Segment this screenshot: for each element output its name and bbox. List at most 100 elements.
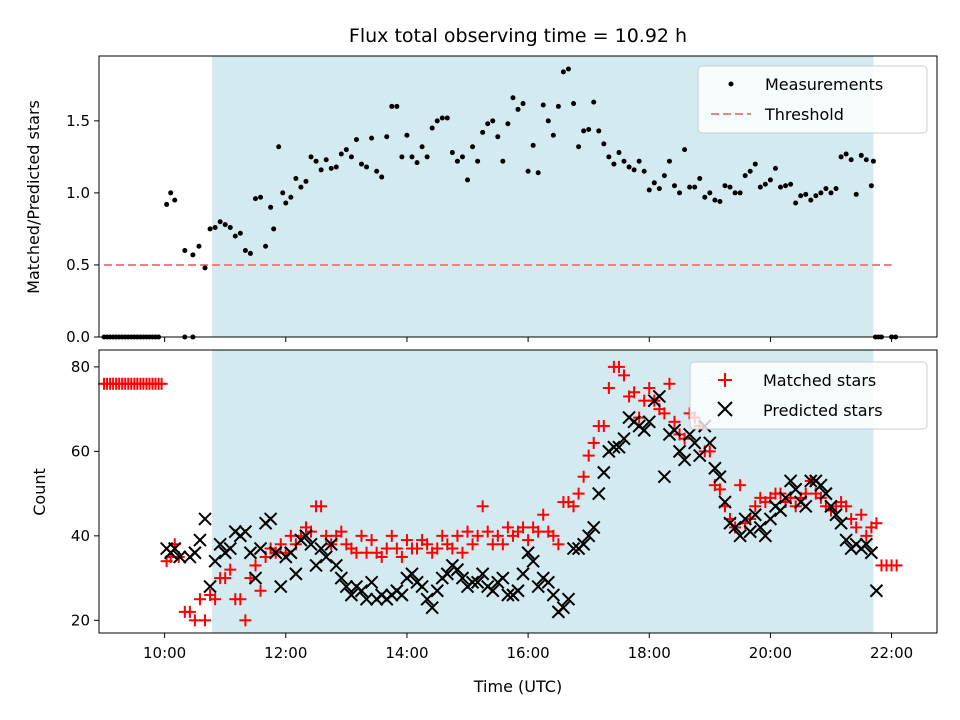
measurement-point <box>389 103 395 109</box>
measurement-point <box>280 190 286 196</box>
predicted-star-point <box>173 550 187 564</box>
matched-star-point <box>188 614 201 627</box>
measurement-point <box>596 128 602 134</box>
matched-star-point <box>840 500 853 513</box>
matched-star-point <box>890 559 903 572</box>
matched-star-point <box>355 529 368 542</box>
measurement-point <box>727 184 733 190</box>
top-legend-box <box>697 65 928 134</box>
x-tick-label: 10:00 <box>143 644 186 662</box>
matched-star-point <box>486 538 499 551</box>
matched-star-point <box>658 407 671 420</box>
x-tick-label: 14:00 <box>385 644 428 662</box>
measurement-point <box>767 177 773 183</box>
measurement-point <box>490 118 496 124</box>
predicted-star-point <box>824 499 838 513</box>
matched-star-point <box>602 382 615 395</box>
matched-star-point <box>431 542 444 555</box>
predicted-star-point <box>198 512 212 526</box>
predicted-star-point <box>743 524 757 539</box>
matched-star-point <box>183 605 196 618</box>
predicted-star-point <box>223 541 237 556</box>
matched-star-point <box>451 529 464 542</box>
measurement-point <box>611 161 617 167</box>
matched-star-point <box>219 572 232 585</box>
measurement-point <box>702 194 708 200</box>
predicted-star-point <box>455 571 470 585</box>
predicted-star-point <box>637 423 651 437</box>
measurement-point <box>823 186 829 192</box>
predicted-star-point <box>329 558 343 573</box>
matched-star-point <box>522 534 535 547</box>
matched-star-point <box>532 525 545 538</box>
matched-star-point <box>612 360 625 373</box>
measurement-point <box>333 164 339 170</box>
predicted-star-point <box>667 423 682 437</box>
matched-star-point <box>315 500 328 513</box>
matched-star-point <box>400 534 413 547</box>
predicted-star-point <box>430 584 444 598</box>
matched-star-point <box>375 550 388 563</box>
measurement-point <box>263 243 269 249</box>
predicted-star-point <box>576 537 591 552</box>
x-tick-label: 22:00 <box>870 644 913 662</box>
measurement-point <box>666 158 672 164</box>
predicted-star-point <box>597 465 611 480</box>
measurement-point <box>359 161 365 167</box>
predicted-star-point <box>486 584 500 598</box>
measurement-point <box>318 167 324 173</box>
measurement-point <box>510 95 516 101</box>
measurement-point <box>252 196 258 202</box>
matched-star-point <box>547 529 560 542</box>
measurement-point <box>444 115 450 121</box>
matched-star-point <box>446 542 459 555</box>
measurement-point <box>530 142 536 148</box>
predicted-star-point <box>359 592 374 606</box>
predicted-star-point <box>203 579 217 594</box>
measurement-point <box>606 154 612 160</box>
legend-predicted-label: Predicted stars <box>763 401 883 420</box>
predicted-star-point <box>405 567 419 581</box>
predicted-star-point <box>263 512 278 526</box>
measurement-point <box>838 154 844 160</box>
measurement-point <box>742 173 748 179</box>
predicted-star-point <box>566 541 581 556</box>
measurement-point <box>409 154 415 160</box>
measurement-point <box>671 183 677 189</box>
top-y-axis-label: Matched/Predicted stars <box>24 100 43 294</box>
matched-star-point <box>395 550 408 563</box>
matched-star-point <box>365 534 378 547</box>
measurement-point <box>414 160 420 166</box>
y-tick-label: 0.0 <box>66 328 90 346</box>
x-tick-label: 20:00 <box>749 644 792 662</box>
matched-star-point <box>199 614 212 627</box>
measurement-point <box>419 144 425 150</box>
measurement-point <box>793 200 799 206</box>
measurement-point <box>459 154 465 160</box>
predicted-star-point <box>274 579 288 594</box>
predicted-star-point <box>713 470 727 484</box>
matched-star-point <box>461 525 474 538</box>
predicted-star-point <box>819 486 833 501</box>
measurement-point <box>399 154 405 160</box>
matched-star-point <box>224 563 237 576</box>
measurement-point <box>772 165 778 171</box>
matched-star-point <box>582 449 595 462</box>
measurement-point <box>677 190 683 196</box>
matched-star-point <box>411 542 424 555</box>
measurement-point <box>798 193 804 199</box>
matched-star-point <box>385 529 398 542</box>
predicted-star-point <box>420 592 434 606</box>
matched-star-point <box>749 500 762 513</box>
measurement-point <box>202 265 208 271</box>
measurement-point <box>712 197 718 203</box>
measurement-point <box>571 101 577 107</box>
measurement-point <box>616 150 622 156</box>
measurement-point <box>697 175 703 181</box>
matched-star-point <box>638 394 651 407</box>
predicted-star-point <box>238 524 253 539</box>
predicted-star-point <box>869 584 884 598</box>
predicted-star-point <box>829 508 843 522</box>
predicted-star-point <box>612 440 626 454</box>
top-panel: 0.0 0.5 1.0 1.5 Matched/Predicted stars Mea… <box>24 55 938 346</box>
